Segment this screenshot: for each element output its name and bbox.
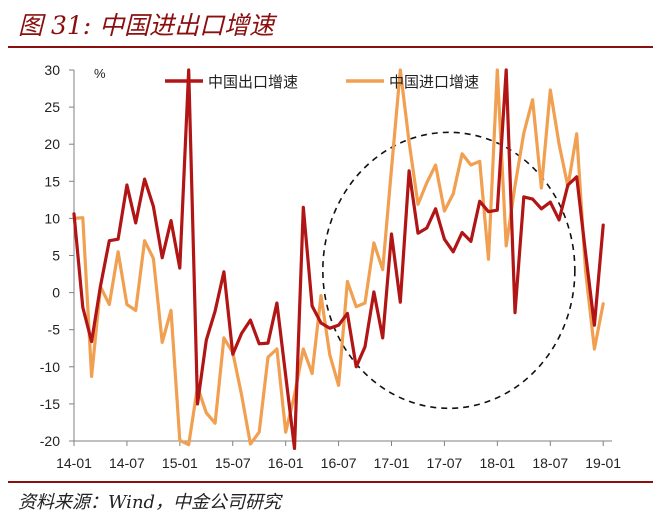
- x-tick-label: 14-01: [56, 455, 92, 471]
- x-tick-label: 15-07: [215, 455, 251, 471]
- y-tick-label: 5: [52, 248, 60, 264]
- y-tick-label: 30: [44, 62, 60, 78]
- y-tick-label: 25: [44, 99, 60, 115]
- y-tick-label: -5: [48, 322, 61, 338]
- series-line-import: [72, 68, 605, 447]
- figure-title: 图 31: 中国进出口增速: [18, 11, 275, 40]
- x-tick-label: 17-07: [427, 455, 463, 471]
- legend-label-import: 中国进口增速: [389, 73, 479, 91]
- legend: 中国出口增速 中国进口增速: [165, 73, 479, 91]
- y-tick-label: 10: [44, 210, 60, 226]
- line-chart: -20 -15 -10 -5 0 5 10 15 20 25 30 14-01 14-07 15-01 15…: [40, 62, 622, 471]
- y-tick-label: -10: [40, 359, 60, 375]
- y-tick-label: -15: [40, 396, 60, 412]
- x-tick-label: 18-01: [479, 455, 515, 471]
- y-tick-label: 15: [44, 173, 60, 189]
- highlight-circle-layer: [322, 131, 576, 410]
- series-line-export: [72, 68, 605, 450]
- y-tick-label: 0: [52, 285, 60, 301]
- x-tick-label: 15-01: [162, 455, 198, 471]
- legend-label-export: 中国出口增速: [208, 73, 298, 91]
- x-tick-label: 18-07: [532, 455, 568, 471]
- source-note: 资料来源：Wind，中金公司研究: [18, 492, 282, 513]
- chart-axes: -20 -15 -10 -5 0 5 10 15 20 25 30 14-01 14-07 15-01 15…: [40, 62, 622, 471]
- series-layer: [72, 68, 605, 450]
- x-tick-label: 14-07: [109, 455, 145, 471]
- x-tick-label: 16-07: [321, 455, 357, 471]
- x-tick-label: 17-01: [374, 455, 410, 471]
- y-unit-label: %: [94, 66, 106, 81]
- y-tick-label: -20: [40, 433, 60, 449]
- highlight-circle: [322, 131, 576, 410]
- y-tick-label: 20: [44, 136, 60, 152]
- title-rule: [8, 46, 653, 48]
- x-tick-label: 19-01: [585, 455, 621, 471]
- source-rule: [8, 481, 653, 483]
- x-tick-label: 16-01: [268, 455, 304, 471]
